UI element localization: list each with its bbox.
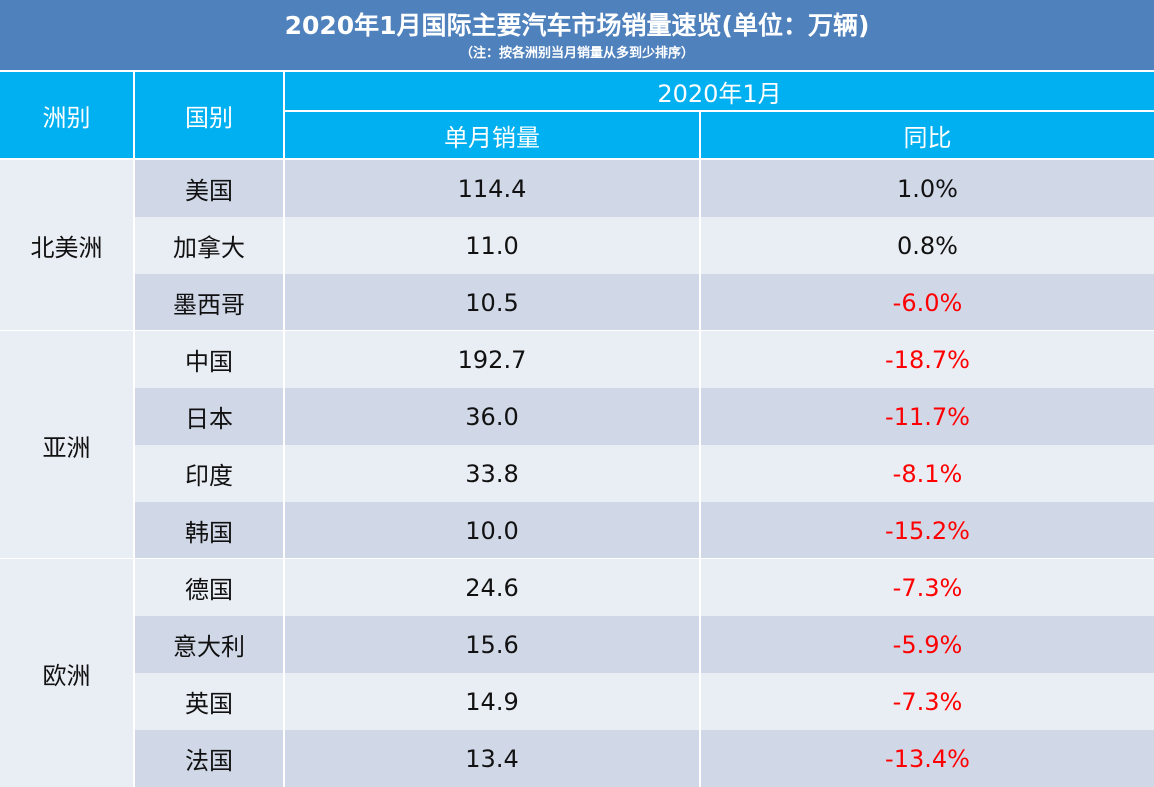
country-cell: 韩国 (135, 502, 285, 559)
country-cell: 加拿大 (135, 217, 285, 274)
country-cell: 日本 (135, 388, 285, 445)
sales-cell: 24.6 (285, 559, 701, 616)
country-cell: 墨西哥 (135, 274, 285, 331)
country-cell: 印度 (135, 445, 285, 502)
header-yoy: 同比 (701, 112, 1154, 158)
header-sales: 单月销量 (285, 112, 701, 158)
yoy-cell: 0.8% (701, 217, 1154, 274)
yoy-cell: -7.3% (701, 559, 1154, 616)
header-continent: 洲别 (0, 72, 135, 158)
country-cell: 德国 (135, 559, 285, 616)
sales-cell: 192.7 (285, 331, 701, 388)
header-bottom-line (0, 158, 1154, 160)
yoy-cell: -13.4% (701, 730, 1154, 787)
header-period: 2020年1月 (285, 72, 1154, 110)
continent-cell: 北美洲 (0, 160, 135, 331)
page-title: 2020年1月国际主要汽车市场销量速览(单位：万辆) (284, 11, 870, 40)
yoy-cell: -5.9% (701, 616, 1154, 673)
yoy-cell: 1.0% (701, 160, 1154, 217)
sales-cell: 15.6 (285, 616, 701, 673)
sales-cell: 36.0 (285, 388, 701, 445)
yoy-cell: -7.3% (701, 673, 1154, 730)
sales-cell: 33.8 (285, 445, 701, 502)
sales-cell: 11.0 (285, 217, 701, 274)
yoy-cell: -6.0% (701, 274, 1154, 331)
continent-cell: 亚洲 (0, 331, 135, 559)
yoy-cell: -15.2% (701, 502, 1154, 559)
yoy-cell: -11.7% (701, 388, 1154, 445)
country-cell: 中国 (135, 331, 285, 388)
continent-cell: 欧洲 (0, 559, 135, 787)
country-cell: 意大利 (135, 616, 285, 673)
sales-cell: 10.0 (285, 502, 701, 559)
header-divider (285, 110, 1154, 112)
country-cell: 美国 (135, 160, 285, 217)
sales-cell: 14.9 (285, 673, 701, 730)
sales-cell: 10.5 (285, 274, 701, 331)
header-country: 国别 (135, 72, 285, 158)
title-bar: 2020年1月国际主要汽车市场销量速览(单位：万辆) （注：按各洲别当月销量从多… (0, 0, 1154, 70)
sales-cell: 114.4 (285, 160, 701, 217)
page-subtitle: （注：按各洲别当月销量从多到少排序） (459, 46, 694, 61)
country-cell: 英国 (135, 673, 285, 730)
yoy-cell: -8.1% (701, 445, 1154, 502)
sales-cell: 13.4 (285, 730, 701, 787)
yoy-cell: -18.7% (701, 331, 1154, 388)
country-cell: 法国 (135, 730, 285, 787)
